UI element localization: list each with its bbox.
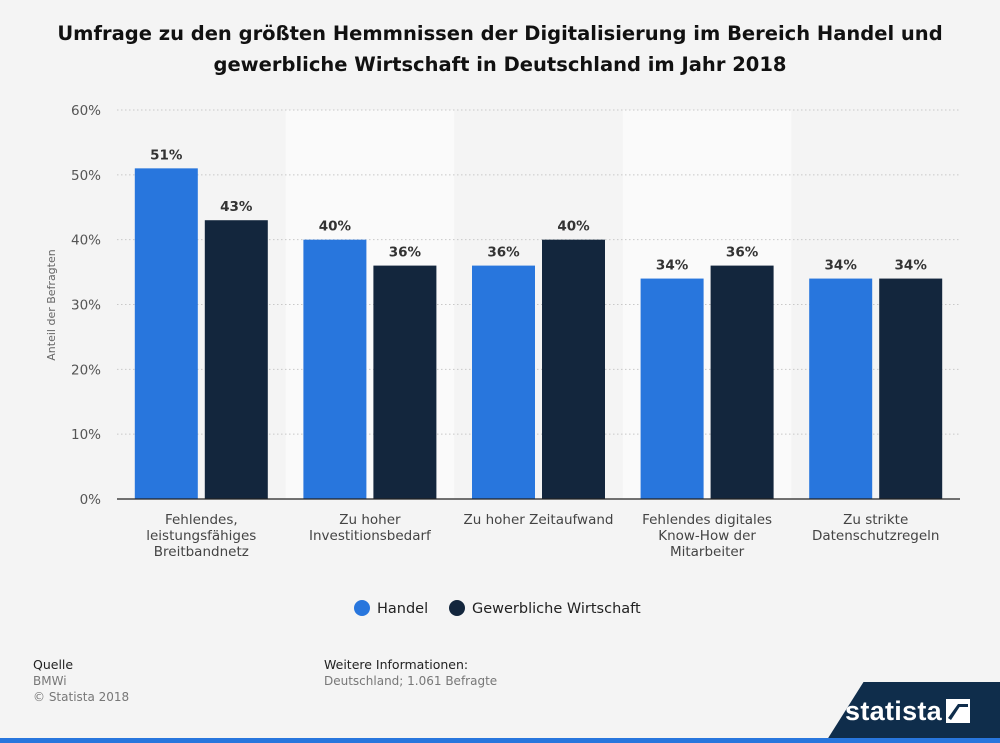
legend-swatch (354, 600, 370, 616)
value-label: 40% (557, 219, 590, 235)
copyright-line: © Statista 2018 (33, 690, 130, 704)
value-label: 51% (150, 147, 183, 163)
category-label: Zu strikte Datenschutzregeln (812, 512, 940, 544)
bar-gewerbliche-wirtschaft[interactable] (879, 278, 943, 499)
statista-logo-text: statista (845, 696, 942, 726)
bar-chart: 0% 10% 20% 30% 40% 50% 60% Anteil der Befragte… (45, 103, 960, 617)
bar-gewerbliche-wirtschaft[interactable] (710, 265, 774, 499)
bar-gewerbliche-wirtschaft[interactable] (542, 239, 605, 499)
y-axis-label: Anteil der Befragten (45, 249, 58, 360)
legend: Handel Gewerbliche Wirtschaft (354, 600, 641, 617)
value-label: 34% (656, 258, 689, 274)
info-block: Weitere Informationen: Deutschland; 1.06… (324, 657, 497, 689)
source-heading: Quelle (33, 657, 74, 672)
y-tick-label: 20% (71, 362, 101, 378)
y-tick-label: 50% (71, 168, 101, 184)
bar-handel[interactable] (134, 168, 198, 499)
bottom-accent-line (0, 738, 1000, 743)
value-labels: 51% 40% 36% 34% 34% 43% 36% 40% 36% 34% (150, 147, 927, 273)
bar-handel[interactable] (303, 239, 367, 499)
info-line: Deutschland; 1.061 Befragte (324, 674, 498, 688)
bar-handel[interactable] (640, 278, 704, 499)
bar-handel[interactable] (472, 265, 535, 499)
category-label: Fehlendes, leistungsfähiges Breitbandnetz (146, 512, 256, 560)
value-label: 34% (895, 258, 928, 274)
legend-swatch (449, 600, 465, 616)
value-label: 43% (220, 199, 253, 215)
legend-label: Handel (377, 601, 428, 617)
bar-gewerbliche-wirtschaft[interactable] (204, 220, 268, 499)
source-line: BMWi (33, 674, 67, 688)
y-axis: 0% 10% 20% 30% 40% 50% 60% (71, 103, 101, 508)
y-tick-label: 30% (71, 298, 101, 314)
value-label: 36% (487, 245, 520, 261)
value-label: 40% (319, 219, 352, 235)
statista-logo-icon (946, 699, 970, 723)
y-tick-label: 60% (71, 103, 101, 119)
info-heading: Weitere Informationen: (324, 657, 469, 672)
value-label: 34% (825, 258, 858, 274)
legend-item-gewerbliche-wirtschaft[interactable]: Gewerbliche Wirtschaft (449, 600, 641, 617)
legend-label: Gewerbliche Wirtschaft (472, 601, 641, 617)
category-label: Zu hoher Zeitaufwand (464, 512, 614, 528)
value-label: 36% (389, 245, 422, 261)
category-labels: Fehlendes, leistungsfähiges Breitbandnetz Z… (146, 512, 939, 560)
chart-title: Umfrage zu den größten Hemmnissen der Di… (57, 22, 943, 76)
legend-item-handel[interactable]: Handel (354, 600, 428, 617)
category-label: Fehlendes digitales Know-How der Mitarbeit… (642, 512, 772, 560)
bar-gewerbliche-wirtschaft[interactable] (373, 265, 437, 499)
value-label: 36% (726, 245, 759, 261)
category-label: Zu hoher Investitionsbedarf (309, 512, 432, 544)
bars (134, 168, 943, 499)
y-tick-label: 40% (71, 233, 101, 249)
statista-brand[interactable]: statista (825, 682, 1000, 743)
bar-handel[interactable] (809, 278, 873, 499)
source-block: Quelle BMWi © Statista 2018 (33, 657, 129, 705)
y-tick-label: 10% (71, 427, 101, 443)
y-tick-label: 0% (80, 492, 102, 508)
